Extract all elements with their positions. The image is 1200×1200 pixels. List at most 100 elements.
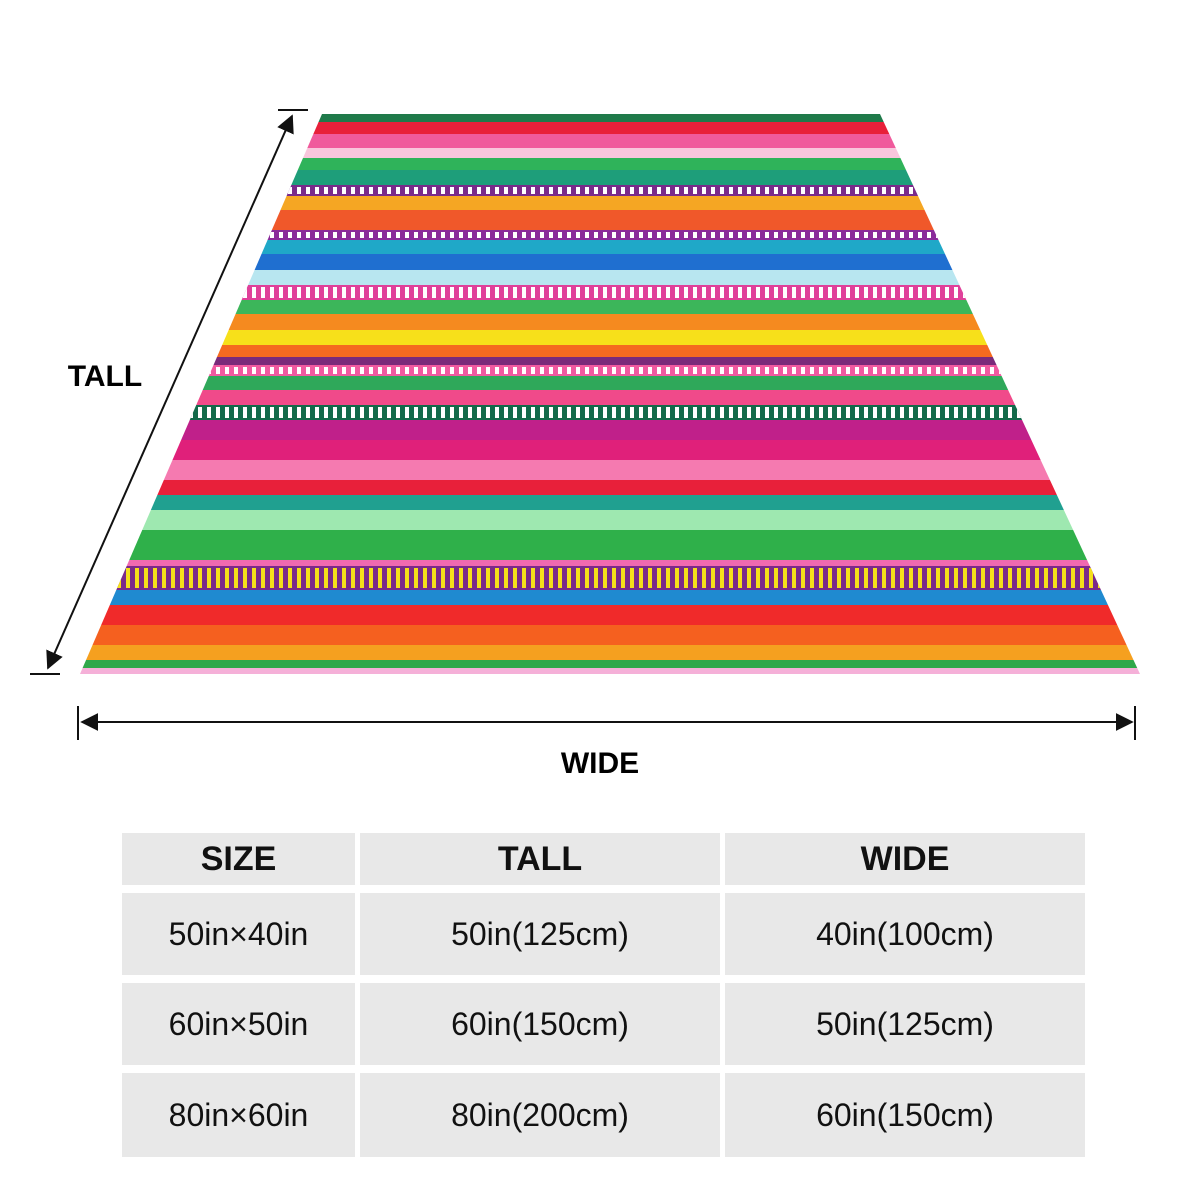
- stripe-dot: [117, 187, 121, 194]
- stripe-dot: [900, 187, 904, 194]
- stripe-dot: [63, 568, 67, 588]
- stripe-dot: [810, 367, 814, 374]
- stripe-dot: [126, 232, 130, 238]
- stripe-dot: [531, 287, 535, 298]
- stripe-dot: [216, 568, 220, 588]
- stripe-dot: [864, 287, 868, 298]
- stripe-dot: [1080, 187, 1084, 194]
- stripe-dot: [1188, 367, 1192, 374]
- stripe-dot: [783, 568, 787, 588]
- stripe-dot: [198, 232, 202, 238]
- stripe-dot: [801, 367, 805, 374]
- stripe-dot: [189, 407, 193, 418]
- stripe-dot: [234, 568, 238, 588]
- stripe-dot: [495, 367, 499, 374]
- stripe-dot: [504, 187, 508, 194]
- stripe-dot: [684, 568, 688, 588]
- stripe-dot: [945, 568, 949, 588]
- stripe-dot: [486, 187, 490, 194]
- stripe-dot: [0, 407, 4, 418]
- stripe-dot: [279, 287, 283, 298]
- stripe-dot: [270, 187, 274, 194]
- stripe-dot: [1134, 187, 1138, 194]
- stripe-dot: [369, 232, 373, 238]
- stripe-dot: [612, 407, 616, 418]
- stripe-dot: [297, 287, 301, 298]
- stripe-dot: [612, 232, 616, 238]
- stripe-dot: [333, 232, 337, 238]
- stripe-dot: [567, 187, 571, 194]
- stripe-dot: [432, 187, 436, 194]
- stripe-dot: [333, 407, 337, 418]
- stripe-dot: [486, 568, 490, 588]
- stripe-dot: [783, 367, 787, 374]
- stripe-dot: [639, 568, 643, 588]
- stripe-dot: [981, 367, 985, 374]
- stripe-dot: [1116, 568, 1120, 588]
- stripe-dot: [459, 407, 463, 418]
- stripe-dot: [837, 187, 841, 194]
- stripe-dot: [1170, 407, 1174, 418]
- stripe-dot: [0, 287, 4, 298]
- stripe-dot: [999, 367, 1003, 374]
- stripe-dot: [630, 367, 634, 374]
- stripe-dot: [288, 232, 292, 238]
- stripe-dot: [198, 287, 202, 298]
- stripe-dot: [180, 568, 184, 588]
- stripe-dot: [225, 232, 229, 238]
- stripe-dot: [18, 287, 22, 298]
- stripe-dot: [729, 568, 733, 588]
- stripe-dot: [792, 187, 796, 194]
- stripe-dot: [774, 232, 778, 238]
- stripe-dot: [315, 367, 319, 374]
- stripe-dot: [1152, 287, 1156, 298]
- stripe-dot: [756, 232, 760, 238]
- stripe-dot: [450, 407, 454, 418]
- stripe-dot: [252, 187, 256, 194]
- stripe-dot: [1161, 287, 1165, 298]
- blanket-illustration: TALL WIDE: [0, 109, 1192, 780]
- stripe-dot: [1044, 187, 1048, 194]
- stripe-dot: [702, 407, 706, 418]
- stripe-dot: [81, 232, 85, 238]
- stripe-dot: [1116, 187, 1120, 194]
- stripe-dot: [990, 232, 994, 238]
- stripe-dot: [108, 287, 112, 298]
- stripe-dot: [954, 232, 958, 238]
- stripe: [80, 240, 1140, 254]
- stripe-dot: [630, 407, 634, 418]
- stripe-dot: [180, 232, 184, 238]
- stripe-dot: [693, 187, 697, 194]
- stripe-dot: [729, 287, 733, 298]
- stripe-dot: [585, 407, 589, 418]
- stripe-dot: [819, 232, 823, 238]
- stripe-dot: [756, 407, 760, 418]
- stripe-dot: [99, 287, 103, 298]
- stripe-dot: [441, 232, 445, 238]
- stripe-dot: [702, 187, 706, 194]
- stripe-dot: [639, 232, 643, 238]
- stripe-dot: [81, 287, 85, 298]
- stripe-dot: [1107, 407, 1111, 418]
- stripe-dot: [1170, 287, 1174, 298]
- stripe-dot: [162, 568, 166, 588]
- stripe-dot: [1170, 367, 1174, 374]
- stripe-dot: [909, 187, 913, 194]
- stripe-dot: [99, 568, 103, 588]
- stripe-dot: [945, 232, 949, 238]
- stripe-dot: [108, 232, 112, 238]
- stripe-dot: [1098, 187, 1102, 194]
- stripe-dot: [9, 287, 13, 298]
- stripe-dot: [234, 187, 238, 194]
- stripe-dot: [297, 187, 301, 194]
- stripe-dot: [1053, 187, 1057, 194]
- stripe-dot: [423, 568, 427, 588]
- stripe-dot: [333, 287, 337, 298]
- stripe-dot: [252, 232, 256, 238]
- stripe-dot: [1026, 287, 1030, 298]
- stripe-dot: [666, 287, 670, 298]
- stripe-dot: [207, 407, 211, 418]
- stripe-dot: [828, 367, 832, 374]
- stripe-dot: [513, 367, 517, 374]
- stripe-dot: [540, 187, 544, 194]
